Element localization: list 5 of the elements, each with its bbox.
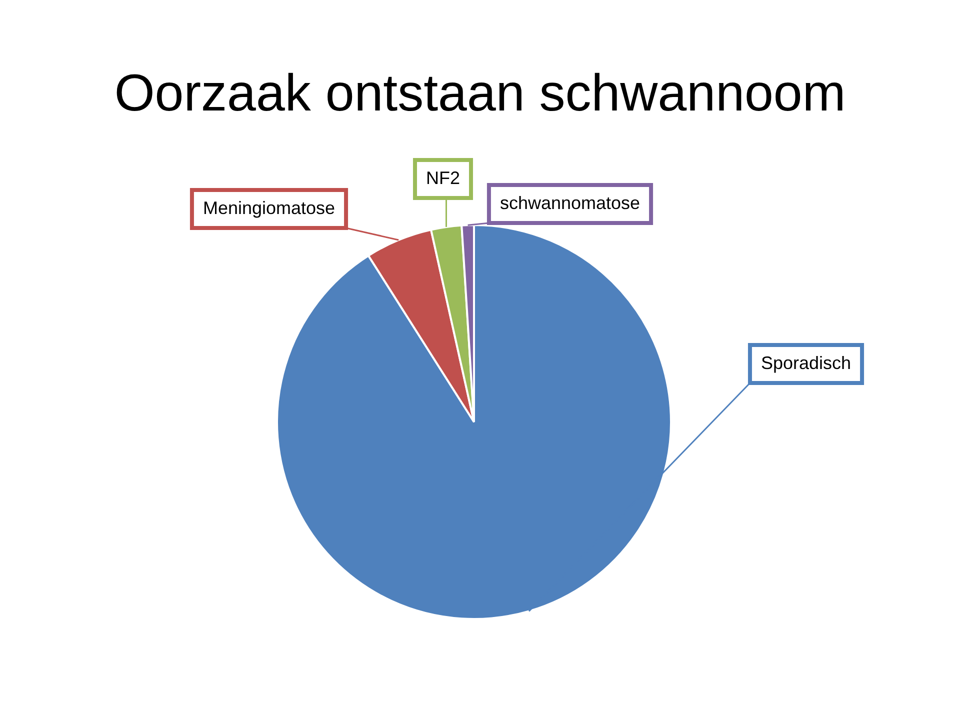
chart-title: Oorzaak ontstaan schwannoom bbox=[114, 64, 846, 122]
slice-label: Sporadisch bbox=[760, 352, 852, 373]
slice-label: Meningiomatose bbox=[202, 198, 336, 218]
slice-label: NF2 bbox=[426, 168, 460, 188]
slice-label: schwannomatose bbox=[500, 192, 640, 213]
